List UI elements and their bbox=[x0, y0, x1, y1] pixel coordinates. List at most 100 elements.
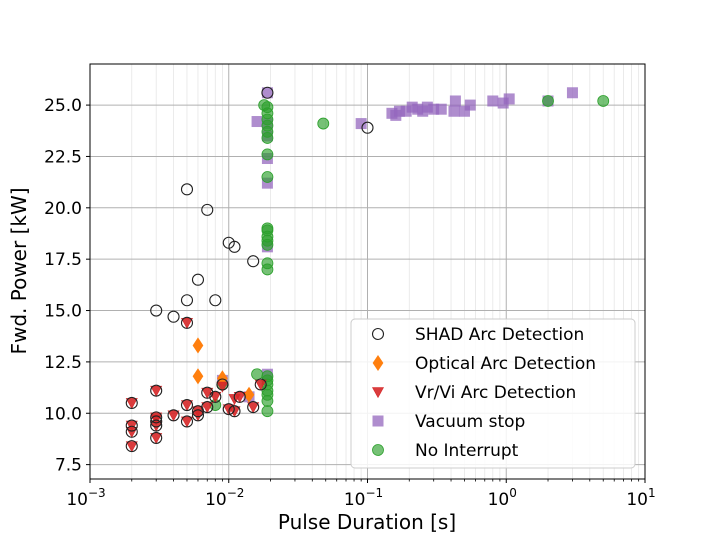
data-point bbox=[180, 400, 193, 412]
data-point bbox=[201, 203, 214, 216]
data-point bbox=[233, 392, 246, 403]
x-tick-label: 100 bbox=[488, 486, 517, 510]
data-point bbox=[150, 304, 163, 317]
data-point bbox=[150, 411, 163, 424]
data-point bbox=[228, 406, 241, 418]
data-point bbox=[150, 433, 163, 445]
x-tick-label: 10−3 bbox=[66, 486, 105, 510]
data-point bbox=[192, 368, 204, 385]
data-point bbox=[261, 257, 274, 270]
y-axis-label: Fwd. Power [kW] bbox=[7, 187, 31, 354]
data-point bbox=[125, 440, 138, 453]
data-point bbox=[180, 398, 194, 412]
data-point bbox=[150, 431, 163, 444]
data-point bbox=[209, 294, 222, 307]
legend-label: Vacuum stop bbox=[415, 412, 525, 432]
data-point bbox=[421, 101, 433, 113]
data-point bbox=[222, 403, 235, 416]
data-point bbox=[261, 222, 274, 235]
data-point bbox=[150, 385, 163, 397]
legend-box bbox=[350, 318, 636, 469]
legend-label: SHAD Arc Detection bbox=[415, 325, 584, 345]
data-point bbox=[180, 318, 193, 329]
data-point bbox=[261, 370, 274, 383]
data-point bbox=[201, 401, 214, 414]
data-point bbox=[254, 378, 267, 391]
data-point bbox=[167, 409, 180, 422]
data-point bbox=[191, 409, 205, 422]
y-tick-label: 15.0 bbox=[44, 302, 82, 322]
data-point bbox=[435, 103, 447, 115]
x-tick-base: 10 bbox=[205, 490, 227, 510]
data-point bbox=[125, 425, 138, 438]
data-point bbox=[180, 294, 194, 307]
data-point bbox=[150, 415, 163, 428]
data-point bbox=[251, 116, 263, 128]
x-tick-base: 10 bbox=[344, 490, 366, 510]
data-point bbox=[247, 255, 260, 268]
data-point bbox=[216, 381, 229, 393]
data-point bbox=[597, 95, 610, 107]
data-point bbox=[180, 416, 193, 428]
data-point bbox=[449, 95, 461, 107]
data-point bbox=[261, 148, 274, 161]
data-point bbox=[209, 390, 222, 403]
y-tick-label: 20.0 bbox=[44, 199, 82, 219]
legend-marker bbox=[371, 387, 385, 399]
y-tick-label: 22.5 bbox=[44, 147, 82, 167]
data-point bbox=[428, 103, 440, 115]
x-tick-exponent: −1 bbox=[365, 486, 383, 500]
x-tick-exponent: 0 bbox=[509, 486, 517, 500]
data-point bbox=[191, 273, 205, 286]
x-tick-exponent: −3 bbox=[88, 486, 106, 500]
data-point bbox=[487, 95, 499, 107]
data-point bbox=[233, 390, 246, 403]
data-point bbox=[448, 105, 460, 117]
data-point bbox=[167, 310, 180, 323]
legend-label: No Interrupt bbox=[415, 441, 519, 461]
legend-label: Vr/Vi Arc Detection bbox=[415, 383, 576, 403]
data-point bbox=[503, 93, 515, 105]
data-point bbox=[261, 86, 274, 99]
series-shad-arc-detection bbox=[125, 86, 374, 453]
data-point bbox=[542, 95, 554, 107]
data-point bbox=[361, 121, 374, 134]
data-point bbox=[228, 240, 241, 253]
data-point bbox=[201, 402, 214, 414]
data-point bbox=[125, 419, 138, 432]
data-point bbox=[247, 402, 260, 414]
data-point bbox=[464, 99, 476, 111]
data-point bbox=[400, 105, 412, 117]
data-point bbox=[125, 398, 138, 410]
data-point bbox=[355, 118, 367, 130]
data-points bbox=[125, 86, 610, 453]
x-tick-base: 10 bbox=[66, 490, 88, 510]
data-point bbox=[191, 406, 204, 418]
data-point bbox=[261, 177, 273, 189]
data-point bbox=[150, 412, 163, 424]
y-tick-label: 17.5 bbox=[44, 250, 82, 270]
data-point bbox=[125, 441, 138, 453]
data-point bbox=[125, 396, 138, 410]
x-tick-label: 10−2 bbox=[205, 486, 244, 510]
data-point bbox=[317, 117, 330, 130]
data-point bbox=[261, 87, 273, 99]
y-tick-label: 7.5 bbox=[55, 456, 82, 476]
data-point bbox=[167, 410, 180, 422]
data-point bbox=[566, 87, 578, 99]
data-point bbox=[261, 171, 274, 183]
legend-marker bbox=[372, 444, 384, 456]
axis-ticks: 10−3 10−2 10−1 100 1017.510.012.515.017.520.… bbox=[44, 96, 656, 510]
x-axis-label: Pulse Duration [s] bbox=[278, 510, 456, 534]
y-tick-label: 25.0 bbox=[44, 96, 82, 116]
data-point bbox=[251, 368, 263, 381]
data-point bbox=[228, 405, 241, 418]
data-point bbox=[243, 386, 255, 403]
data-point bbox=[458, 105, 470, 117]
x-tick-exponent: 1 bbox=[648, 486, 656, 500]
x-tick-base: 10 bbox=[626, 490, 648, 510]
y-tick-label: 10.0 bbox=[44, 404, 82, 424]
x-tick-label: 10−1 bbox=[344, 486, 383, 510]
data-point bbox=[254, 379, 267, 391]
